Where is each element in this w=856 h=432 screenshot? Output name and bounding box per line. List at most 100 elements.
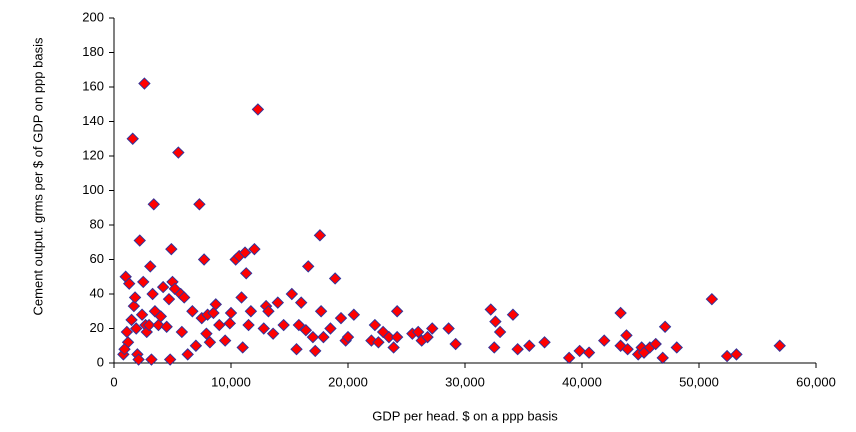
point	[144, 260, 157, 273]
x-axis-label: GDP per head. $ on a ppp basis	[372, 408, 558, 423]
point	[411, 325, 425, 339]
point	[244, 305, 258, 318]
point	[372, 336, 385, 349]
point	[266, 327, 280, 340]
point	[236, 341, 249, 354]
point	[511, 342, 524, 356]
y-tick-label: 200	[82, 9, 104, 24]
y-axis-label: Cement output. grms per $ of GDP on ppp …	[30, 37, 46, 316]
point	[128, 291, 142, 304]
x-tick-label: 0	[110, 374, 117, 389]
point	[292, 318, 306, 332]
point	[387, 341, 400, 354]
point	[390, 305, 404, 318]
point	[506, 308, 520, 321]
y-tick-label: 160	[82, 78, 104, 93]
point	[773, 339, 786, 352]
point	[175, 325, 189, 339]
point	[123, 277, 136, 290]
point	[306, 330, 320, 344]
point	[125, 313, 138, 327]
y-tick-label: 60	[90, 251, 104, 266]
point	[209, 298, 222, 311]
x-tick-label: 10,000	[211, 374, 251, 389]
point	[154, 310, 168, 323]
point	[257, 322, 270, 335]
point	[137, 275, 150, 289]
x-tick-label: 40,000	[562, 374, 602, 389]
point	[670, 341, 683, 354]
point	[127, 299, 141, 313]
point	[294, 296, 308, 309]
y-tick-label: 140	[82, 113, 104, 128]
point	[299, 324, 313, 337]
point	[324, 322, 337, 335]
point	[285, 287, 299, 301]
point	[177, 291, 191, 304]
point	[160, 320, 173, 333]
point	[538, 336, 551, 349]
point	[240, 267, 253, 280]
point	[271, 296, 285, 309]
point	[484, 303, 497, 316]
point	[620, 329, 633, 342]
point	[523, 339, 536, 352]
point	[135, 308, 149, 321]
point	[598, 334, 611, 347]
point	[203, 336, 217, 349]
point	[251, 103, 265, 116]
point	[573, 344, 586, 358]
point	[656, 351, 669, 365]
y-tick-label: 100	[82, 182, 104, 197]
y-tick-label: 20	[90, 320, 104, 335]
point	[197, 253, 211, 266]
point	[138, 77, 151, 90]
x-tick-label: 50,000	[679, 374, 719, 389]
point	[193, 198, 206, 211]
point	[130, 322, 143, 335]
y-tick-label: 180	[82, 44, 104, 59]
point	[262, 305, 275, 318]
point	[142, 318, 156, 332]
point	[238, 246, 252, 259]
point	[614, 306, 627, 320]
point	[368, 318, 382, 332]
point	[172, 146, 185, 159]
point	[317, 330, 330, 344]
point	[730, 348, 743, 361]
point	[132, 353, 145, 366]
point	[442, 322, 455, 335]
point	[720, 349, 734, 363]
point	[658, 320, 672, 333]
point	[421, 330, 434, 344]
point	[163, 353, 177, 366]
point	[390, 330, 404, 344]
point	[186, 305, 199, 318]
point	[382, 330, 396, 344]
point	[347, 308, 361, 321]
point	[328, 272, 342, 285]
y-tick-label: 40	[90, 285, 104, 300]
point	[120, 325, 134, 339]
point	[152, 318, 165, 332]
point	[621, 342, 634, 356]
point	[218, 334, 232, 347]
y-tick-label: 0	[97, 354, 104, 369]
point	[146, 287, 159, 301]
point	[309, 344, 322, 358]
point	[213, 318, 226, 332]
point	[314, 305, 328, 318]
point	[200, 327, 213, 340]
point	[449, 337, 462, 351]
point	[224, 306, 238, 320]
point	[313, 229, 327, 242]
y-tick-label: 80	[90, 216, 104, 231]
point	[341, 330, 355, 344]
point	[165, 242, 178, 256]
point	[290, 342, 303, 356]
point	[489, 315, 502, 328]
point	[162, 292, 176, 306]
point	[118, 342, 131, 356]
